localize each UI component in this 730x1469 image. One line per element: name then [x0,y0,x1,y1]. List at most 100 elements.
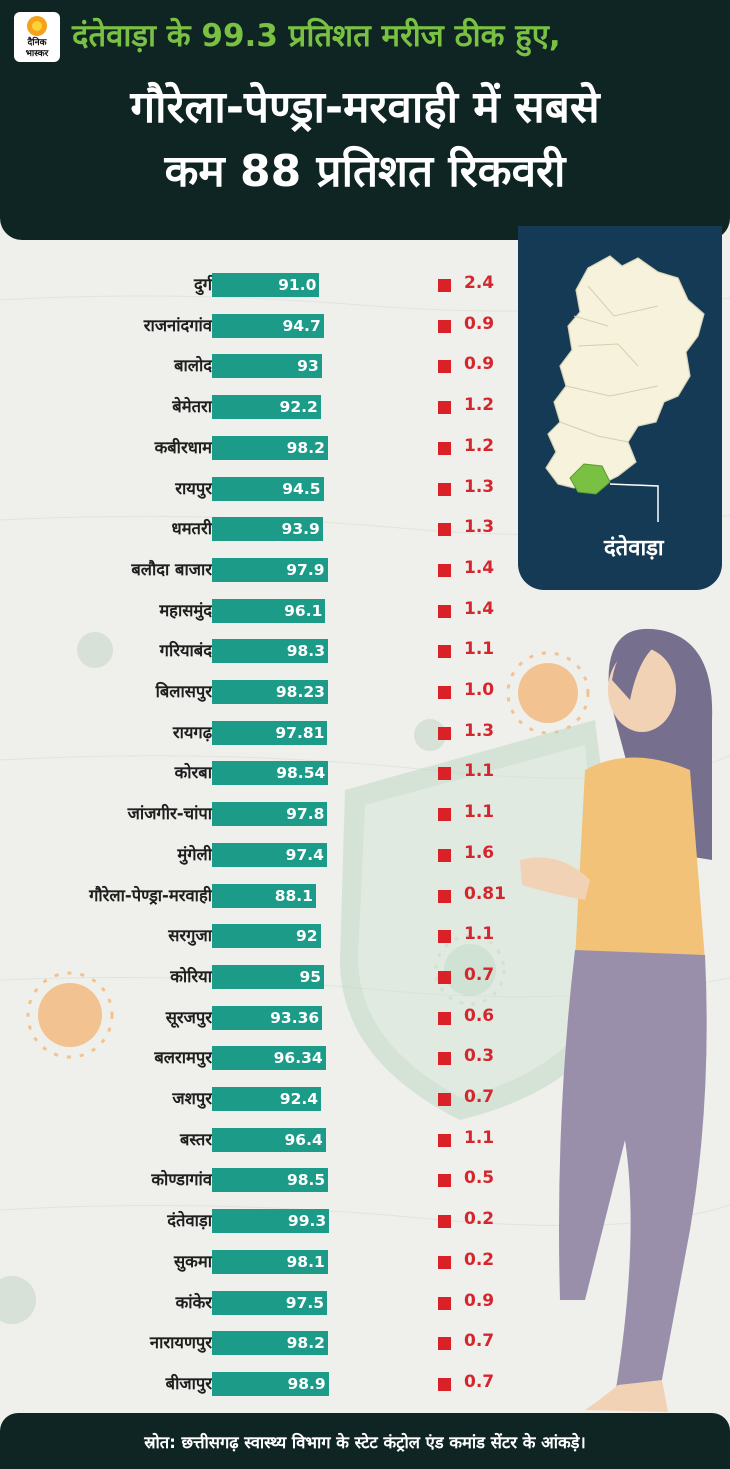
square-marker-icon [438,970,451,984]
bar-row: जशपुर 92.4 0.7 [0,1078,730,1118]
bar: 96.34 [212,1046,326,1071]
bar: 92.4 [212,1087,322,1111]
bar-row: सुकमा 98.1 0.2 [0,1241,730,1281]
bar: 99.3 [212,1209,330,1234]
square-marker-icon [438,1377,451,1391]
map-card: दंतेवाड़ा [518,226,722,590]
virus-icon [26,971,114,1059]
bar-row: नारायणपुर 98.2 0.7 [0,1322,730,1362]
secondary-value-label: 1.4 [464,598,495,619]
bar: 93 [212,354,322,379]
square-marker-icon [438,1296,451,1310]
bar-value-label: 92 [295,927,318,946]
bar-row: सरगुजा 92 1.1 [0,915,730,955]
bar: 97.81 [212,720,328,745]
bar: 94.7 [212,313,324,338]
bar: 93.36 [212,1005,323,1030]
bar: 97.9 [212,557,328,582]
category-label: रायपुर [175,478,212,498]
bar-row: गौरेला-पेण्ड्रा-मरवाही 88.1 0.81 [0,875,730,915]
secondary-value-label: 0.9 [464,313,495,334]
brand-logo: दैनिक भास्कर [14,12,60,62]
secondary-value-label: 1.2 [464,395,495,416]
bar-row: बेमेतरा 92.2 1.2 [0,386,730,426]
logo-text-line1: दैनिक [27,38,47,48]
secondary-value-label: 0.9 [464,1290,495,1311]
square-marker-icon [438,645,451,659]
bar: 96.1 [212,598,326,623]
category-label: दुर्ग [193,275,212,294]
category-label: बीजापुर [165,1373,212,1393]
secondary-value-label: 1.1 [464,802,495,823]
bar-value-label: 93.36 [270,1008,320,1027]
category-label: बस्तर [180,1129,212,1149]
category-label: गौरेला-पेण्ड्रा-मरवाही [89,885,212,905]
category-label: गरियाबंद [159,641,212,661]
secondary-value-label: 1.0 [464,680,495,700]
category-label: दंतेवाड़ा [167,1211,212,1231]
secondary-value-label: 0.6 [464,1005,495,1026]
category-label: कोरिया [170,966,212,986]
secondary-value-label: 0.5 [464,1168,495,1189]
category-label: कोण्डागांव [151,1170,212,1190]
secondary-value-label: 0.81 [464,883,506,904]
square-marker-icon [438,319,451,333]
category-label: सरगुजा [168,926,212,946]
bar: 96.4 [212,1127,326,1152]
bar-value-label: 97.9 [286,560,325,579]
secondary-value-label: 1.2 [464,435,495,456]
bar: 93.9 [212,517,323,542]
secondary-value-label: 1.1 [464,761,495,782]
bar-value-label: 92.2 [279,398,318,417]
bar: 92.2 [212,395,321,420]
virus-icon [0,632,446,1324]
square-marker-icon [438,441,451,455]
secondary-value-label: 0.9 [464,354,495,375]
square-marker-icon [438,1052,451,1066]
square-marker-icon [438,726,451,740]
bar: 97.8 [212,802,328,827]
bar: 98.23 [212,680,328,704]
bar-value-label: 92.4 [279,1090,319,1108]
bar-value-label: 98.3 [286,642,325,661]
bar-row: मुंगेली 97.4 1.6 [0,834,730,874]
bar: 91.0 [212,273,320,297]
category-label: धमतरी [171,519,212,539]
bar-value-label: 97.81 [275,723,325,742]
category-label: सुकमा [174,1251,212,1271]
bar-row: कबीरधाम 98.2 1.2 [0,427,730,467]
bar-value-label: 96.1 [284,601,323,620]
bar-value-label: 97.4 [285,845,324,864]
bar: 98.2 [212,1331,328,1356]
square-marker-icon [438,523,451,537]
bar-value-label: 96.4 [284,1130,323,1149]
bar-value-label: 88.1 [274,886,313,905]
square-marker-icon [438,1093,451,1106]
square-marker-icon [438,360,451,374]
secondary-value-label: 1.3 [464,476,495,497]
bar-row: जांजगीर-चांपा 97.8 1.1 [0,793,730,833]
square-marker-icon [438,1255,451,1269]
category-label: बालोद [174,356,212,376]
square-marker-icon [438,563,451,577]
bar-value-label: 94.7 [282,316,321,335]
bar-value-label: 93.9 [281,520,320,539]
bar-row: बलरामपुर 96.34 0.3 [0,1037,730,1077]
virus-icon [506,651,590,735]
bar: 98.2 [212,435,328,460]
bar: 98.1 [212,1249,328,1274]
square-marker-icon [438,808,451,822]
category-label: बिलासपुर [155,682,212,701]
bar-value-label: 98.23 [275,683,325,701]
bar-value-label: 95 [299,967,322,986]
bar-value-label: 93 [297,357,319,376]
secondary-value-label: 0.2 [464,1249,495,1270]
category-label: जशपुर [172,1089,212,1108]
map-highlight-label: दंतेवाड़ा [604,536,664,561]
category-label: नारायणपुर [149,1333,212,1353]
square-marker-icon [438,604,451,618]
bar: 88.1 [212,883,316,908]
category-label: मुंगेली [177,844,212,864]
bar: 98.54 [212,761,329,786]
bar-row: कोरबा 98.54 1.1 [0,752,730,792]
